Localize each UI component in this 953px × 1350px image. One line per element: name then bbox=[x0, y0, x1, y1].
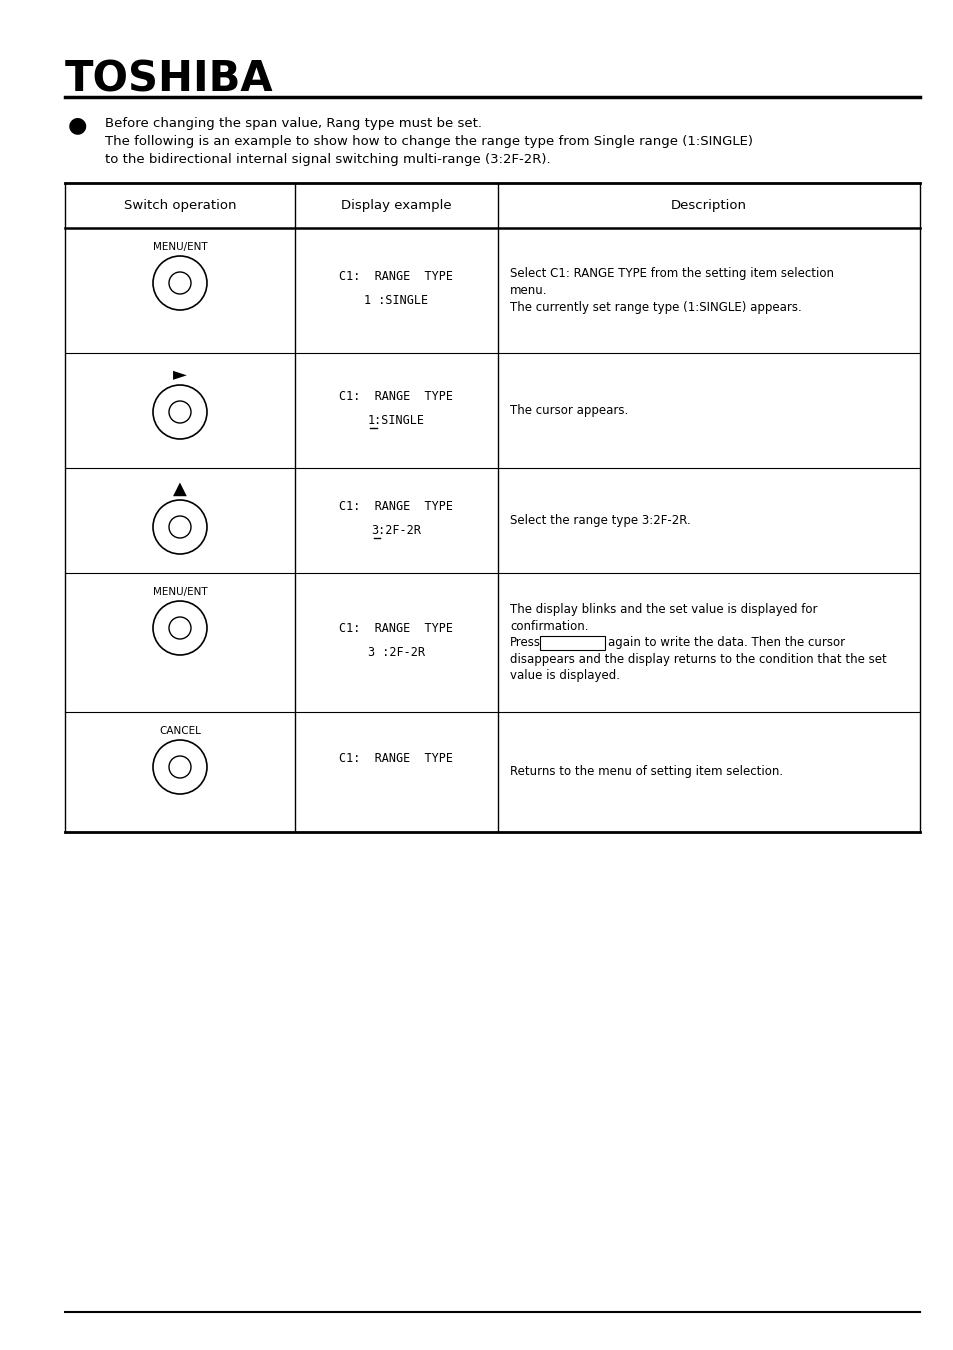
Text: TOSHIBA: TOSHIBA bbox=[65, 58, 274, 100]
Text: 1 :SINGLE: 1 :SINGLE bbox=[364, 294, 428, 306]
Text: again to write the data. Then the cursor: again to write the data. Then the cursor bbox=[607, 636, 844, 649]
Text: Display example: Display example bbox=[341, 198, 452, 212]
Text: value is displayed.: value is displayed. bbox=[510, 670, 619, 682]
Text: Press: Press bbox=[510, 636, 540, 649]
Text: The currently set range type (1:SINGLE) appears.: The currently set range type (1:SINGLE) … bbox=[510, 301, 801, 313]
Text: 1:SINGLE: 1:SINGLE bbox=[368, 414, 424, 427]
Text: C1:  RANGE  TYPE: C1: RANGE TYPE bbox=[339, 752, 453, 764]
Text: The display blinks and the set value is displayed for: The display blinks and the set value is … bbox=[510, 603, 817, 616]
Text: menu.: menu. bbox=[510, 284, 547, 297]
Text: 3:2F-2R: 3:2F-2R bbox=[371, 524, 421, 537]
Text: The cursor appears.: The cursor appears. bbox=[510, 404, 628, 417]
Text: confirmation.: confirmation. bbox=[510, 620, 588, 633]
Text: CANCEL: CANCEL bbox=[159, 726, 201, 736]
Bar bbox=[539, 636, 604, 649]
Text: disappears and the display returns to the condition that the set: disappears and the display returns to th… bbox=[510, 652, 886, 666]
Text: The following is an example to show how to change the range type from Single ran: The following is an example to show how … bbox=[105, 135, 752, 148]
Text: C1:  RANGE  TYPE: C1: RANGE TYPE bbox=[339, 270, 453, 284]
Text: 3 :2F-2R: 3 :2F-2R bbox=[368, 647, 424, 659]
Text: C1:  RANGE  TYPE: C1: RANGE TYPE bbox=[339, 500, 453, 513]
Text: Select C1: RANGE TYPE from the setting item selection: Select C1: RANGE TYPE from the setting i… bbox=[510, 267, 833, 281]
Text: ►: ► bbox=[172, 364, 187, 383]
Text: Returns to the menu of setting item selection.: Returns to the menu of setting item sele… bbox=[510, 765, 782, 779]
Text: Select the range type 3:2F-2R.: Select the range type 3:2F-2R. bbox=[510, 514, 690, 526]
Text: Switch operation: Switch operation bbox=[124, 198, 236, 212]
Text: MENU/ENT: MENU/ENT bbox=[152, 587, 207, 597]
Text: to the bidirectional internal signal switching multi-range (3:2F-2R).: to the bidirectional internal signal swi… bbox=[105, 153, 550, 166]
Text: ●: ● bbox=[68, 115, 88, 135]
Text: Before changing the span value, Rang type must be set.: Before changing the span value, Rang typ… bbox=[105, 117, 481, 130]
Text: C1:  RANGE  TYPE: C1: RANGE TYPE bbox=[339, 390, 453, 404]
Text: ▲: ▲ bbox=[172, 481, 187, 498]
Text: MENU/ENT: MENU/ENT bbox=[152, 242, 207, 252]
Text: C1:  RANGE  TYPE: C1: RANGE TYPE bbox=[339, 622, 453, 634]
Text: Description: Description bbox=[670, 198, 746, 212]
